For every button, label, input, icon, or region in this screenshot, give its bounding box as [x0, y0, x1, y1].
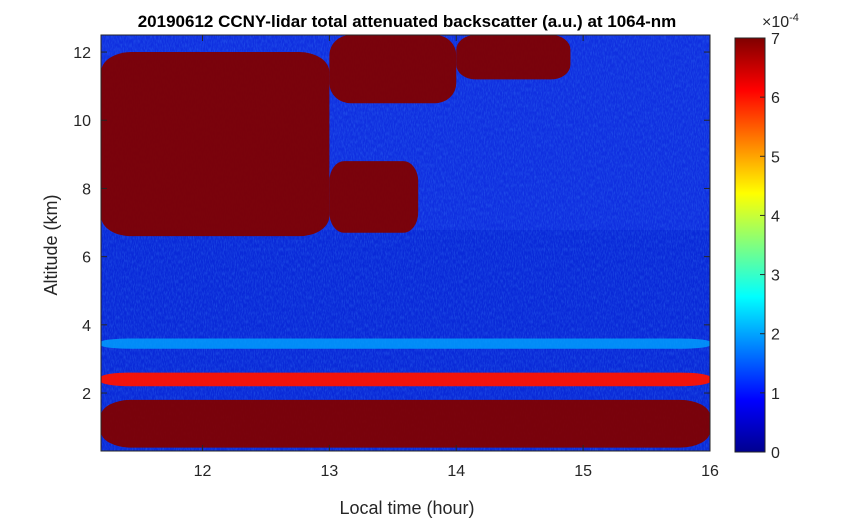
colorbar-exponent: ×10-4 [762, 12, 799, 31]
colorbar-tick-label: 2 [771, 327, 780, 344]
heatmap-feature-7 [456, 35, 571, 80]
colorbar-tick-label: 1 [771, 386, 780, 403]
colorbar-tick-label: 3 [771, 268, 780, 285]
y-tick-label: 12 [73, 45, 91, 62]
heatmap-feature-1 [101, 399, 710, 448]
colorbar-axis: 0 1 2 3 4 5 6 7 [760, 31, 780, 462]
x-axis: 12 13 14 15 16 [194, 35, 719, 480]
heatmap-feature-5 [329, 161, 419, 233]
heatmap-feature-4 [101, 52, 330, 237]
colorbar-tick-label: 5 [771, 149, 780, 166]
y-tick-label: 10 [73, 113, 91, 130]
y-tick-label: 2 [82, 386, 91, 403]
colorbar-tick-label: 4 [771, 208, 780, 225]
x-tick-label: 16 [701, 463, 719, 480]
x-tick-label: 15 [574, 463, 592, 480]
colorbar [734, 37, 766, 453]
y-tick-label: 4 [82, 318, 91, 335]
y-axis: 2 4 6 8 10 12 [73, 45, 710, 403]
x-tick-label: 14 [447, 463, 465, 480]
y-tick-label: 8 [82, 181, 91, 198]
heatmap-feature-3 [101, 338, 710, 349]
x-axis-label: Local time (hour) [339, 498, 474, 518]
heatmap-feature-2 [101, 372, 710, 387]
heatmap-feature-6 [329, 35, 457, 104]
y-tick-label: 6 [82, 250, 91, 267]
colorbar-tick-label: 6 [771, 90, 780, 107]
chart-title: 20190612 CCNY-lidar total attenuated bac… [138, 12, 677, 31]
heatmap-features [101, 35, 710, 448]
plot-frame [100, 34, 711, 452]
colorbar-tick-label: 0 [771, 445, 780, 462]
colorbar-tick-label: 7 [771, 31, 780, 48]
x-tick-label: 13 [320, 463, 338, 480]
heatmap-area [101, 35, 710, 451]
x-tick-label: 12 [194, 463, 212, 480]
y-axis-label: Altitude (km) [41, 194, 61, 295]
